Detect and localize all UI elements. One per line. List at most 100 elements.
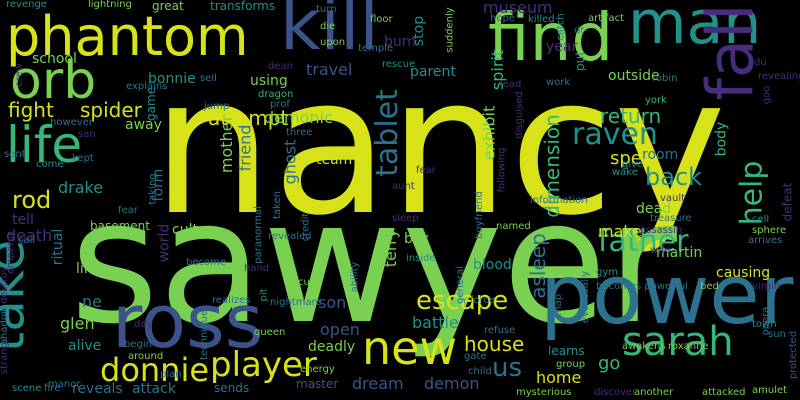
word-demonic: demonic xyxy=(264,108,333,127)
word-ne: ne xyxy=(82,292,102,311)
word-fight: fight xyxy=(8,98,54,122)
word-ross: ross xyxy=(112,279,264,365)
word-san: san xyxy=(78,129,96,140)
word-return: return xyxy=(600,104,662,128)
word-battle: battle xyxy=(412,313,459,332)
word-disguised: disguised xyxy=(513,91,525,139)
word-ability: ability xyxy=(349,261,361,293)
word-parent: parent xyxy=(410,64,456,80)
word-donnie: donnie xyxy=(100,351,210,389)
word-refuse: refuse xyxy=(484,325,516,336)
word-fear: fear xyxy=(416,165,436,176)
word-aunt: aunt xyxy=(392,181,415,192)
word-bonnie: bonnie xyxy=(148,71,196,87)
word-transforms: transforms xyxy=(210,0,276,13)
word-protected: protected xyxy=(788,330,800,380)
word-room: room xyxy=(642,147,679,163)
word-kill: kill xyxy=(280,0,379,66)
word-spider: spider xyxy=(80,98,142,122)
word-amulet: amulet xyxy=(752,385,788,396)
word-new: new xyxy=(362,321,458,375)
word-taken: taken xyxy=(271,191,283,219)
word-fall: fall xyxy=(694,3,769,101)
word-open: open xyxy=(320,320,360,339)
word-map: map xyxy=(553,293,565,317)
word-raven: raven xyxy=(572,117,658,152)
word-back: back xyxy=(645,163,703,191)
word-attempt: attempt xyxy=(208,106,289,130)
word-put: put xyxy=(572,51,587,71)
word-sell: sell xyxy=(200,73,217,84)
word-house: house xyxy=(464,332,525,356)
word-world: world xyxy=(156,223,173,263)
word-vault: vault xyxy=(660,193,686,204)
word-hope: hope xyxy=(490,13,515,24)
word-become: become xyxy=(186,257,227,268)
word-shadow: shadow xyxy=(0,305,11,345)
word-turn: turn xyxy=(316,4,337,15)
word-ritual: ritual xyxy=(50,228,67,266)
word-demon: demon xyxy=(424,374,480,393)
word-rescue: rescue xyxy=(382,59,416,70)
word-learns: learns xyxy=(548,344,585,358)
word-give: give xyxy=(622,159,644,170)
word-bed: bed xyxy=(700,281,719,292)
word-du: du xyxy=(754,57,767,68)
word-robin: robin xyxy=(652,73,678,84)
word-crew: crew xyxy=(13,63,25,87)
word-catch: catch xyxy=(555,13,567,41)
word-attacked: attacked xyxy=(702,387,746,398)
word-hand: hand xyxy=(244,263,270,274)
word-come: come xyxy=(36,159,64,170)
word-outside: outside xyxy=(608,68,660,84)
word-sleep: sleep xyxy=(392,213,419,224)
word-great: great xyxy=(152,0,184,13)
word-queen: queen xyxy=(254,327,286,338)
word-sphere: sphere xyxy=(752,225,787,236)
word-spell: spell xyxy=(610,148,652,169)
word-pit: pit xyxy=(258,288,270,302)
word-around: around xyxy=(128,351,164,362)
word-reveals: reveals xyxy=(72,381,123,397)
word-travel: travel xyxy=(306,60,353,79)
word-dragon: dragon xyxy=(258,89,294,100)
word-sends: sends xyxy=(214,381,250,395)
word-town: town xyxy=(752,319,777,330)
word-fire: fire xyxy=(44,383,61,394)
word-information: information xyxy=(530,195,588,206)
word-prof: prof xyxy=(270,99,290,110)
word-home: home xyxy=(536,368,582,387)
word-floor: floor xyxy=(370,14,393,25)
word-cell: cell xyxy=(752,214,770,225)
word-phantom: phantom xyxy=(6,5,249,68)
word-make: make xyxy=(598,222,642,241)
word-dream: dream xyxy=(352,374,404,393)
word-father: father xyxy=(598,224,689,259)
word-rod: rod xyxy=(12,186,52,214)
word-burn: burn xyxy=(384,34,417,50)
word-team: team xyxy=(316,152,353,168)
word-master: master xyxy=(296,377,339,391)
word-like: like xyxy=(76,261,101,277)
word-discover: discover xyxy=(594,387,637,398)
word-virgin: virgin xyxy=(752,281,781,292)
word-deadly: deadly xyxy=(308,339,356,355)
word-wake: wake xyxy=(612,167,638,178)
word-body: body xyxy=(713,121,730,157)
word-lightning: lightning xyxy=(88,0,132,10)
word-realizes: realizes xyxy=(212,295,251,306)
word-us: us xyxy=(492,353,523,383)
word-lead: lead xyxy=(500,79,522,90)
word-day: day xyxy=(134,319,153,330)
word-sent: sent xyxy=(4,149,26,160)
word-box: box xyxy=(404,231,430,247)
word-player: player xyxy=(210,345,317,385)
word-friend: friend xyxy=(235,124,255,172)
word-dr: dr xyxy=(574,25,585,36)
word-treasure: treasure xyxy=(650,213,692,224)
word-museum: museum xyxy=(483,0,553,17)
word-dead: dead xyxy=(636,201,671,217)
word-away: away xyxy=(125,117,162,133)
word-suddenly: suddenly xyxy=(444,7,456,53)
word-emperor: emperor xyxy=(5,231,17,275)
